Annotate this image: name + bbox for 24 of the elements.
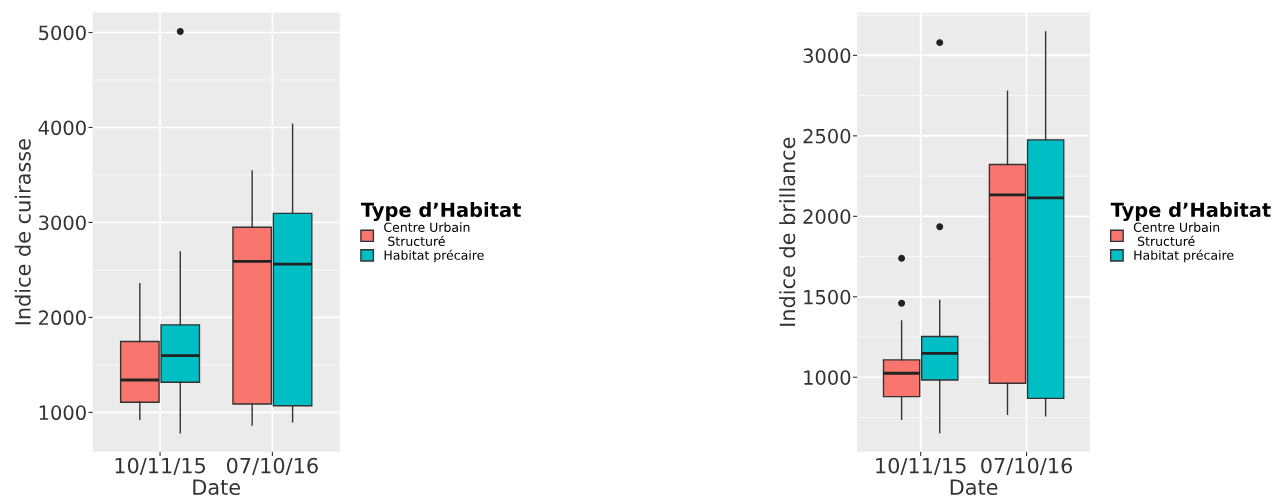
x-tick-label: 07/10/16	[226, 457, 318, 476]
y-tick-label: 3000	[39, 215, 86, 231]
y-tick-label: 3000	[803, 48, 851, 64]
legend-label: Habitat précaire	[384, 249, 484, 263]
y-tick-label: 1000	[39, 405, 86, 421]
legend-label: Centre Urbain Structuré	[384, 222, 470, 246]
y-tick-label: 1000	[804, 370, 851, 385]
x-tick-label: 10/11/15	[115, 457, 206, 476]
y-axis-title: Indice de brillance	[779, 137, 796, 326]
x-axis-title: Date	[193, 479, 240, 496]
x-tick-label: 10/11/15	[876, 457, 966, 476]
y-tick-label: 2000	[803, 209, 851, 224]
legend-title: Type d’Habitat	[361, 202, 521, 222]
y-tick-label: 5000	[39, 25, 86, 41]
legend-label: Centre Urbain Structuré	[1133, 222, 1220, 246]
y-axis-title: Indice de cuirasse	[14, 139, 31, 325]
y-tick-label: 1500	[804, 289, 851, 305]
x-tick-label: 07/10/16	[981, 457, 1073, 476]
legend-title: Type d’Habitat	[1110, 202, 1271, 222]
y-tick-label: 2000	[39, 310, 86, 326]
legend-label: Habitat précaire	[1134, 249, 1234, 263]
y-tick-label: 2500	[803, 128, 851, 144]
x-axis-title: Date	[950, 479, 998, 496]
y-tick-label: 4000	[38, 120, 86, 136]
